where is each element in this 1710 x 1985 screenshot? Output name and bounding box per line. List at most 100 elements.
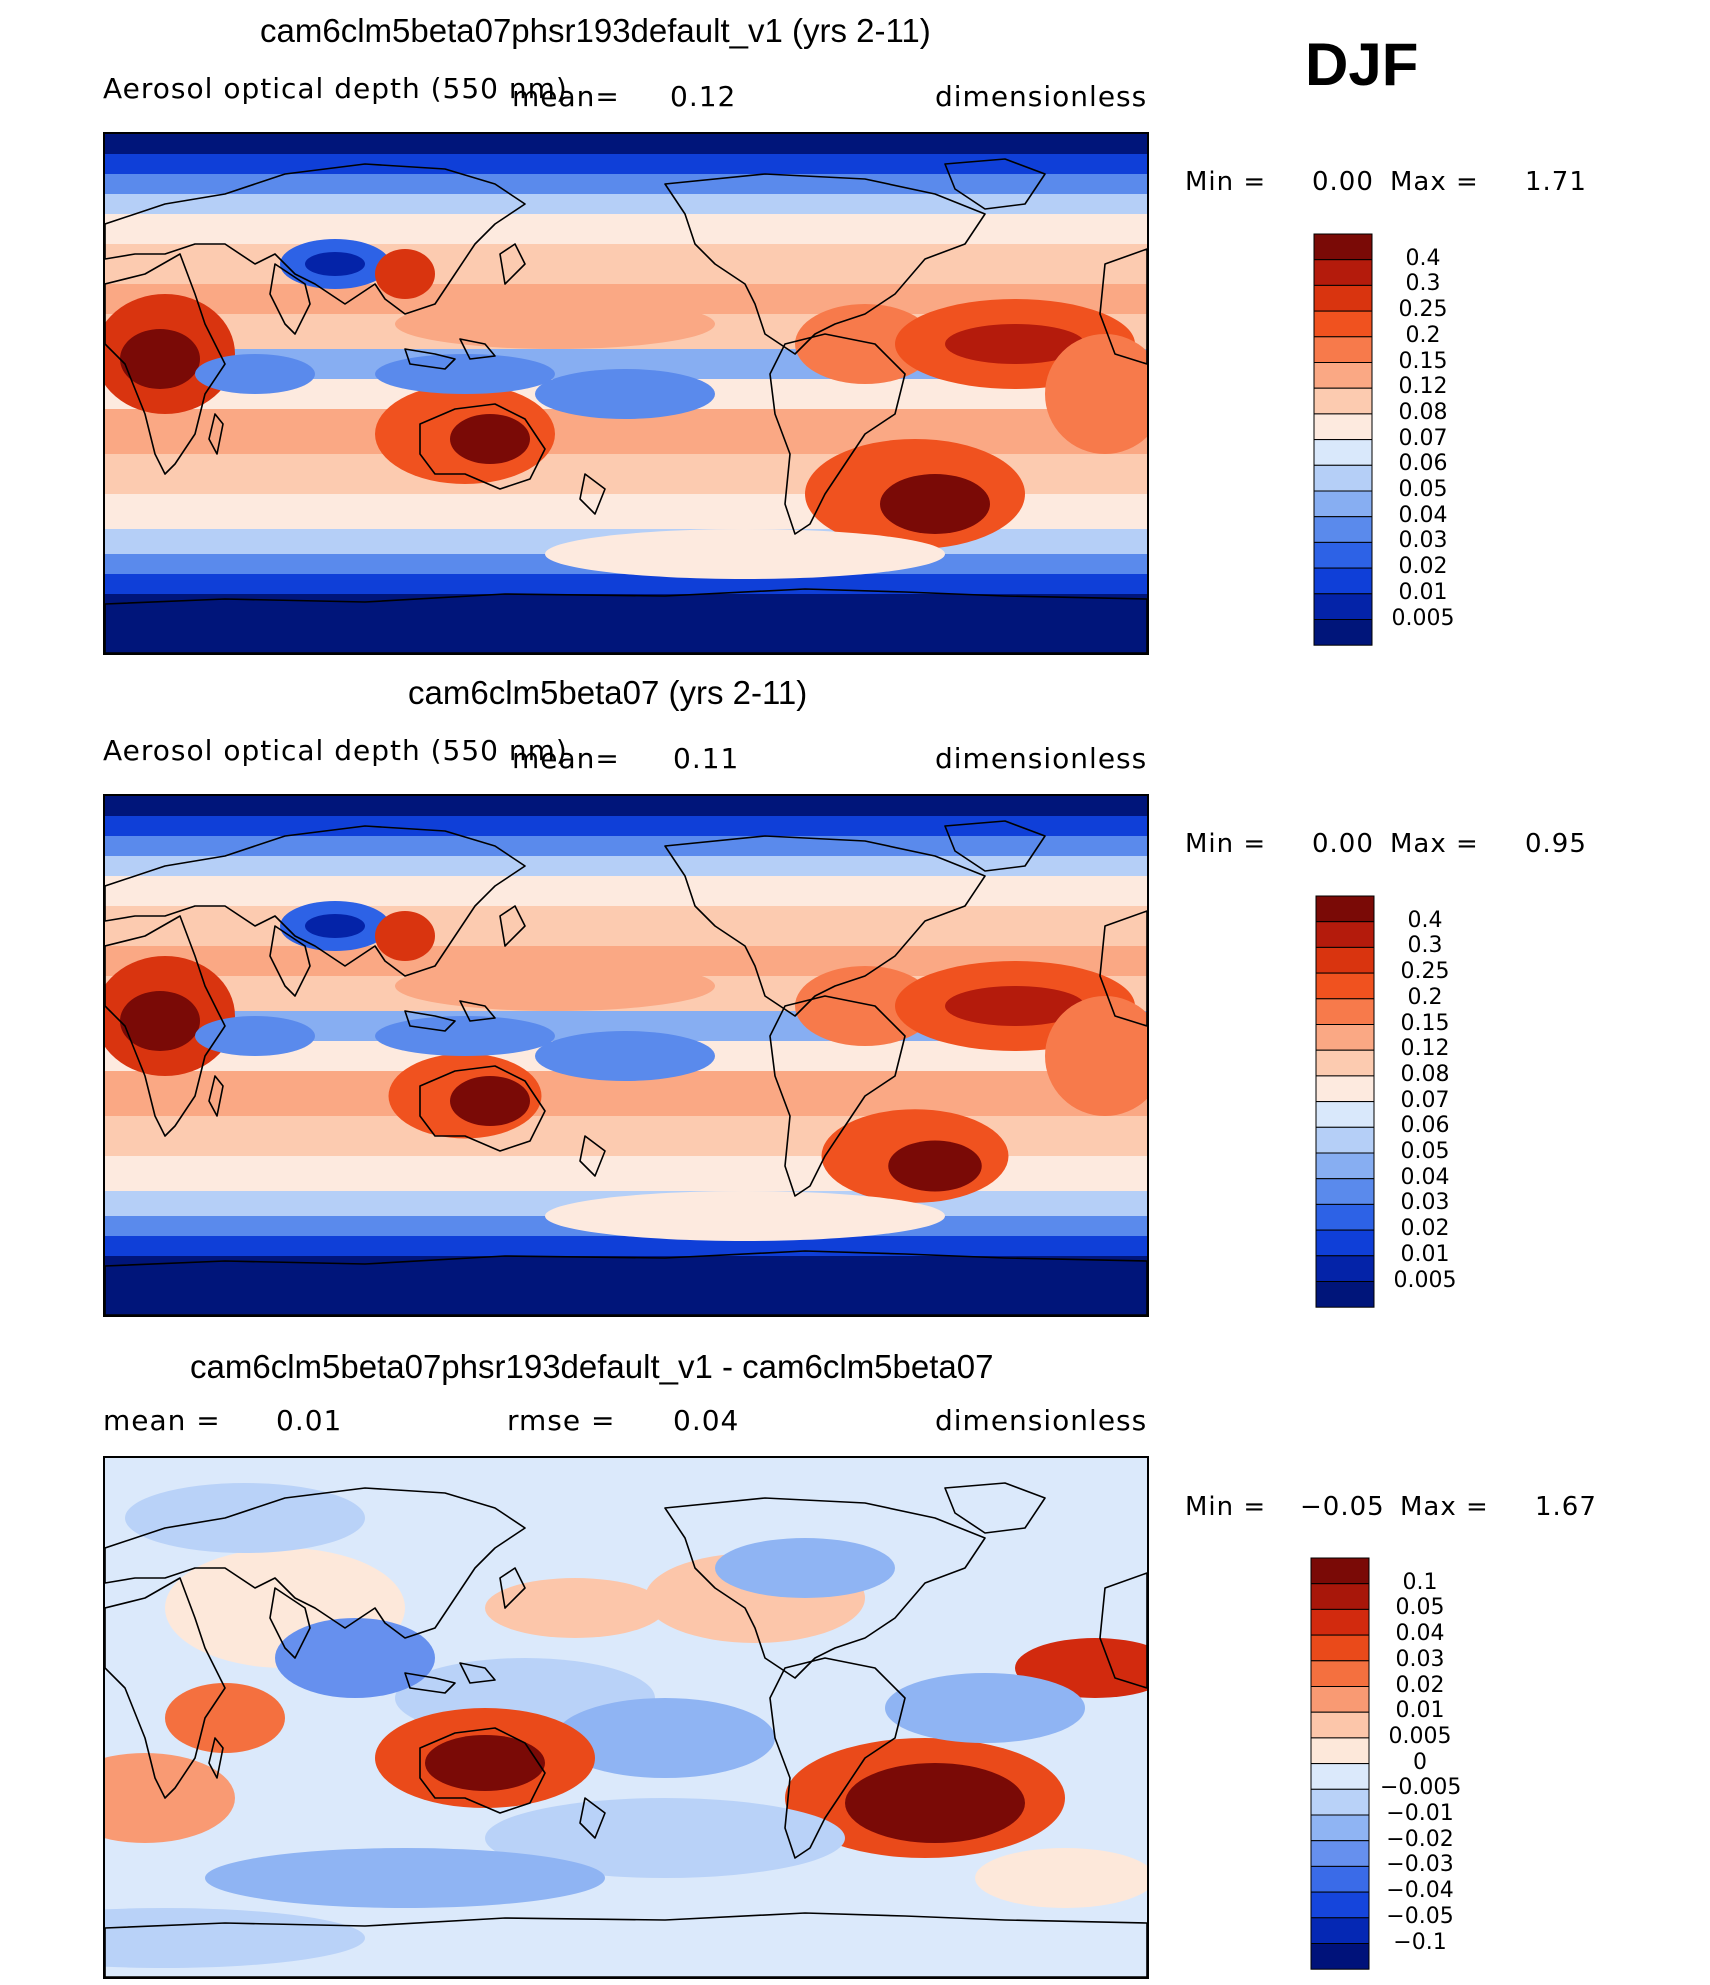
coastline-11 bbox=[769, 1657, 906, 1859]
colorbar-svg bbox=[1313, 233, 1373, 646]
field-feature-17 bbox=[1045, 996, 1147, 1116]
colorbar-swatch bbox=[1313, 516, 1373, 543]
coastline-10 bbox=[944, 158, 1046, 210]
field-feature-11 bbox=[888, 1140, 982, 1192]
map-field bbox=[105, 134, 1147, 653]
colorbar-tick-label: −0.01 bbox=[1386, 1801, 1454, 1826]
field-feature-7 bbox=[795, 966, 935, 1046]
colorbar-swatch bbox=[1315, 1024, 1375, 1051]
field-band-4 bbox=[105, 876, 1147, 906]
colorbar-swatch bbox=[1313, 233, 1373, 261]
panel2-map bbox=[103, 794, 1149, 1317]
coastline-5 bbox=[459, 1662, 496, 1684]
colorbar-tick-label: 0.15 bbox=[1400, 1010, 1450, 1036]
colorbar-swatch bbox=[1310, 1711, 1370, 1739]
panel2-units: dimensionless bbox=[935, 742, 1148, 775]
colorbar-swatch bbox=[1310, 1891, 1370, 1919]
panel3-mean-value: 0.01 bbox=[276, 1404, 343, 1437]
colorbar-tick-label: 0.04 bbox=[1395, 1621, 1445, 1647]
panel1-max-value: 1.71 bbox=[1525, 167, 1587, 197]
field-anomaly-2 bbox=[555, 1698, 775, 1778]
coastline-10 bbox=[944, 820, 1046, 872]
coastline-6 bbox=[499, 905, 526, 947]
colorbar-swatch bbox=[1310, 1686, 1370, 1713]
colorbar-swatch bbox=[1310, 1583, 1370, 1610]
colorbar-tick-label: 0.03 bbox=[1398, 528, 1448, 554]
colorbar-swatch bbox=[1310, 1865, 1370, 1893]
panel3-max-value: 1.67 bbox=[1535, 1492, 1597, 1522]
colorbar-tick-label: 0.01 bbox=[1395, 1698, 1445, 1724]
field-anomaly-17 bbox=[485, 1578, 665, 1638]
colorbar-swatch bbox=[1313, 362, 1373, 389]
field-feature-7 bbox=[795, 304, 935, 384]
colorbar-swatch bbox=[1315, 1049, 1375, 1077]
field-feature-3 bbox=[305, 914, 365, 938]
colorbar-tick-label: 0.3 bbox=[1407, 933, 1443, 959]
coastline-13 bbox=[105, 1912, 1147, 1977]
colorbar-tick-label: 0.07 bbox=[1398, 425, 1448, 451]
colorbar-tick-label: 0 bbox=[1413, 1749, 1427, 1775]
colorbar-tick-label: 0.005 bbox=[1393, 1267, 1457, 1293]
colorbar-tick-label: 0.05 bbox=[1400, 1139, 1450, 1164]
colorbar-tick-label: 0.12 bbox=[1398, 374, 1448, 400]
field-band-16 bbox=[105, 594, 1147, 653]
field-feature-17 bbox=[1045, 334, 1147, 454]
field-anomaly-15 bbox=[125, 1483, 365, 1553]
panel1-min-value: 0.00 bbox=[1312, 167, 1374, 197]
colorbar-tick-label: 0.01 bbox=[1400, 1241, 1450, 1267]
colorbar-tick-label: 0.05 bbox=[1395, 1595, 1445, 1621]
colorbar-swatch bbox=[1310, 1840, 1370, 1867]
coastline-2 bbox=[105, 1487, 526, 1639]
colorbar-swatch bbox=[1310, 1557, 1370, 1585]
field-feature-11 bbox=[880, 474, 990, 534]
colorbar-swatch bbox=[1310, 1788, 1370, 1816]
coastline-0 bbox=[105, 1577, 226, 1799]
map-field bbox=[105, 1458, 1147, 1977]
coastline-7 bbox=[419, 403, 546, 490]
field-anomaly-14 bbox=[205, 1848, 605, 1908]
coastline-9 bbox=[664, 1497, 986, 1679]
panel2-min-label: Min = bbox=[1185, 829, 1267, 859]
colorbar-swatch bbox=[1310, 1814, 1370, 1842]
coastline-0 bbox=[105, 915, 226, 1137]
colorbar-tick-label: 0.05 bbox=[1398, 477, 1448, 502]
colorbar-swatch bbox=[1313, 259, 1373, 286]
coastline-4 bbox=[404, 1010, 456, 1032]
colorbar-swatch bbox=[1315, 1229, 1375, 1257]
coastlines bbox=[105, 820, 1147, 1315]
field-anomaly-12 bbox=[165, 1683, 285, 1753]
panel1-variable: Aerosol optical depth (550 nm) bbox=[103, 72, 568, 105]
panel1-units: dimensionless bbox=[935, 80, 1148, 113]
panel3-units: dimensionless bbox=[935, 1404, 1148, 1437]
panel2-mean-label: mean= bbox=[512, 742, 620, 775]
colorbar-tick-label: 0.2 bbox=[1405, 322, 1441, 348]
panel2-mean-value: 0.11 bbox=[673, 742, 740, 775]
colorbar-swatch bbox=[1313, 567, 1373, 595]
colorbar-swatch bbox=[1315, 1178, 1375, 1205]
colorbar-swatch bbox=[1315, 1203, 1375, 1231]
field-band-2 bbox=[105, 174, 1147, 194]
coastline-3 bbox=[269, 925, 311, 997]
coastline-7 bbox=[419, 1065, 546, 1152]
coastline-13 bbox=[105, 1250, 1147, 1315]
colorbar-tick-label: −0.03 bbox=[1386, 1852, 1454, 1878]
coastline-1 bbox=[208, 1075, 224, 1117]
coastline-8 bbox=[579, 473, 606, 515]
colorbar-tick-label: 0.08 bbox=[1400, 1061, 1450, 1087]
field-feature-6 bbox=[450, 414, 530, 464]
colorbar-swatch bbox=[1315, 1075, 1375, 1103]
panel2-max-label: Max = bbox=[1390, 829, 1479, 859]
colorbar-swatch bbox=[1315, 998, 1375, 1026]
coastline-11 bbox=[769, 995, 906, 1197]
colorbar-tick-label: 0.06 bbox=[1398, 451, 1448, 477]
field-feature-12 bbox=[375, 354, 555, 394]
colorbar-tick-label: 0.02 bbox=[1398, 554, 1448, 580]
coastline-3 bbox=[269, 1587, 311, 1659]
field-anomaly-8 bbox=[845, 1763, 1025, 1843]
colorbar-swatch bbox=[1313, 387, 1373, 415]
panel3-rmse-value: 0.04 bbox=[673, 1404, 740, 1437]
field-feature-12 bbox=[375, 1016, 555, 1056]
coastline-2 bbox=[105, 825, 526, 977]
field-anomaly-6 bbox=[425, 1735, 545, 1791]
field-feature-1 bbox=[120, 329, 200, 389]
